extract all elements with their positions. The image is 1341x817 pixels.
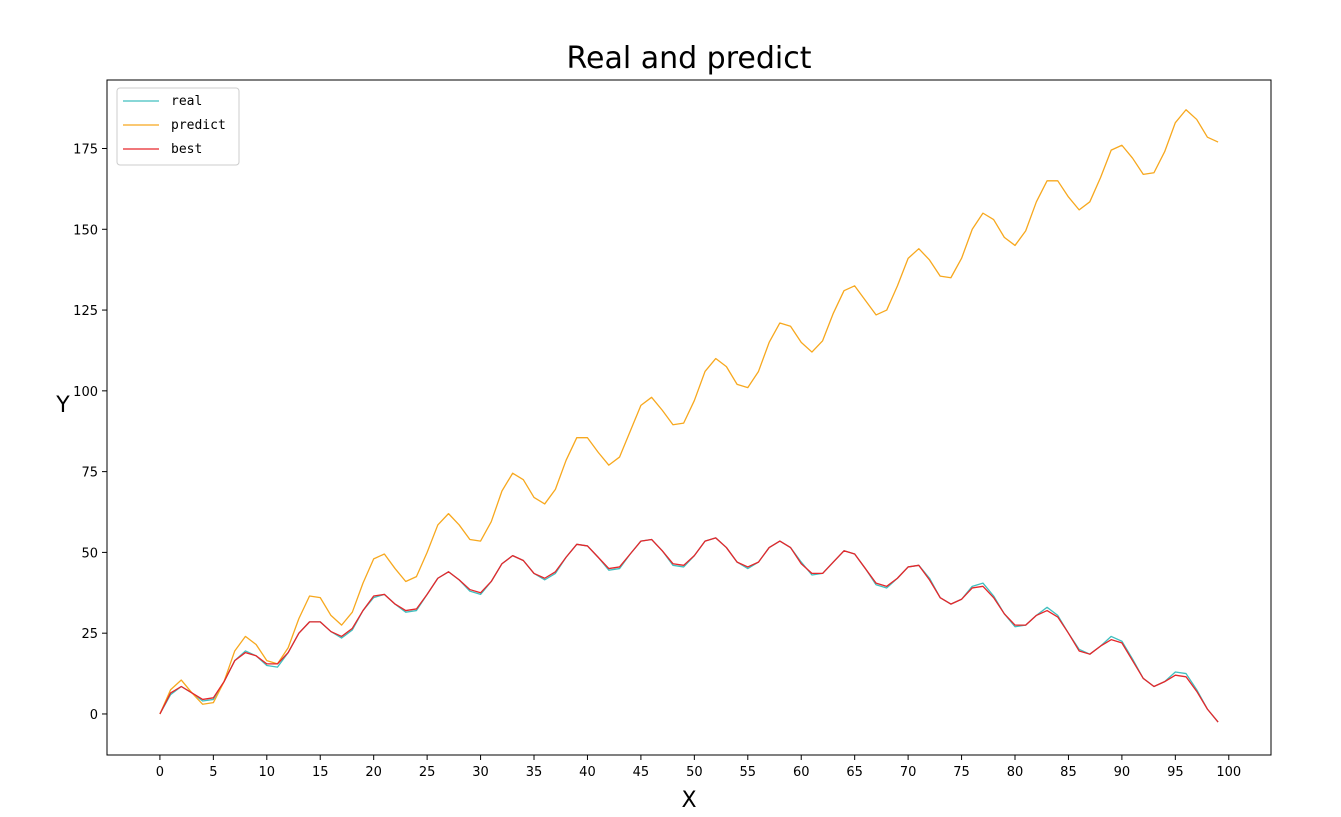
- y-tick-label: 150: [73, 223, 98, 238]
- x-tick-label: 65: [846, 765, 863, 780]
- y-axis-ticks: 0 25 50 75 100 125 150 175: [73, 143, 107, 723]
- y-tick-label: 125: [73, 304, 98, 319]
- legend-label-best: best: [171, 142, 202, 157]
- x-tick-label: 60: [793, 765, 810, 780]
- plot-area: [106, 79, 1272, 756]
- x-tick-label: 10: [259, 765, 276, 780]
- x-tick-label: 25: [419, 765, 436, 780]
- y-tick-label: 25: [81, 627, 98, 642]
- x-tick-label: 95: [1167, 765, 1184, 780]
- y-axis-label: Y: [55, 393, 70, 418]
- legend: real predict best: [116, 87, 240, 166]
- x-tick-label: 50: [686, 765, 703, 780]
- x-tick-label: 20: [365, 765, 382, 780]
- x-tick-label: 90: [1114, 765, 1131, 780]
- x-tick-label: 80: [1007, 765, 1024, 780]
- x-tick-label: 15: [312, 765, 329, 780]
- x-axis-label: X: [681, 788, 696, 813]
- y-tick-label: 175: [73, 143, 98, 158]
- x-tick-label: 45: [633, 765, 650, 780]
- x-axis-ticks: 0 5 10 15 20 25 30 35 40 45 50 55 60 65 70 75 80 85 90 95 10…: [156, 755, 1241, 780]
- x-tick-label: 30: [472, 765, 489, 780]
- y-tick-label: 50: [81, 546, 98, 561]
- y-tick-label: 100: [73, 385, 98, 400]
- y-tick-label: 75: [81, 466, 98, 481]
- x-tick-label: 70: [900, 765, 917, 780]
- x-tick-label: 100: [1216, 765, 1241, 780]
- x-tick-label: 5: [209, 765, 217, 780]
- x-tick-label: 55: [740, 765, 757, 780]
- series-line-best: [159, 537, 1219, 723]
- x-tick-label: 0: [156, 765, 164, 780]
- x-tick-label: 35: [526, 765, 543, 780]
- y-tick-label: 0: [90, 708, 98, 723]
- chart-title: Real and predict: [567, 41, 812, 76]
- legend-label-predict: predict: [171, 118, 226, 133]
- series-layer: [159, 109, 1219, 723]
- legend-box: [116, 87, 240, 166]
- x-tick-label: 40: [579, 765, 596, 780]
- series-line-predict: [159, 109, 1219, 715]
- x-tick-label: 85: [1060, 765, 1077, 780]
- legend-label-real: real: [171, 94, 202, 109]
- x-tick-label: 75: [953, 765, 970, 780]
